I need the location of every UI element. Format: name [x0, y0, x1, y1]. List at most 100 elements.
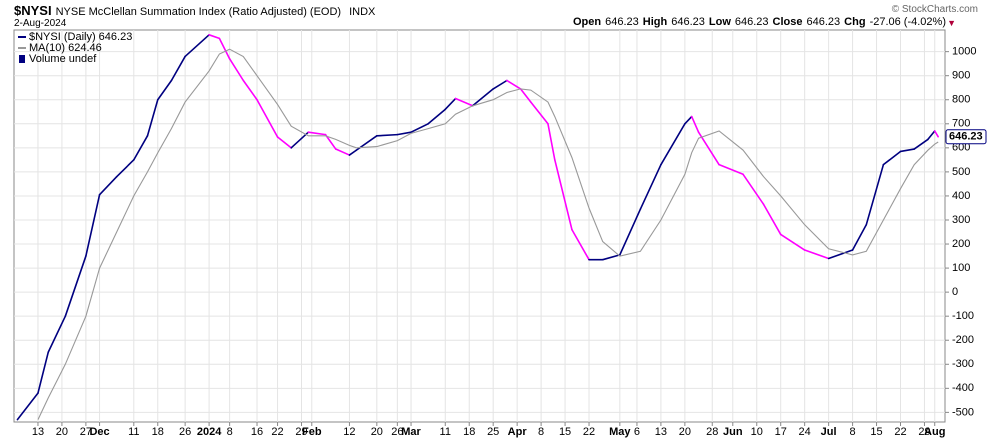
quote-label: Open [573, 16, 602, 28]
x-tick-label: 16 [251, 426, 263, 438]
line-segment [64, 255, 87, 317]
x-tick-label: 29 [918, 426, 930, 438]
y-tick-label: 200 [952, 238, 970, 250]
quote-value: 646.23 [605, 16, 639, 28]
quote-value: 646.23 [806, 16, 841, 28]
y-tick-label: -400 [952, 382, 974, 394]
line-segment [827, 249, 854, 260]
x-tick-label: 18 [152, 426, 164, 438]
line-segment [660, 122, 686, 166]
y-tick-label: 900 [952, 70, 970, 82]
line-segment [454, 97, 474, 107]
line-segment [132, 135, 149, 161]
line-segment [601, 254, 621, 261]
line-segment [146, 98, 159, 137]
line-segment [396, 131, 412, 136]
exchange: INDX [349, 6, 376, 18]
x-tick-label: 26 [391, 426, 403, 438]
x-tick-label: 11 [128, 426, 139, 438]
x-tick-label: Mar [401, 426, 421, 438]
line-segment [85, 193, 101, 257]
last-value-label: 646.23 [949, 131, 983, 143]
line-segment [444, 97, 457, 111]
line-segment [865, 163, 885, 226]
line-segment [242, 79, 258, 101]
y-tick-label: 600 [952, 142, 970, 154]
plot-area [13, 29, 946, 423]
quote-label: Close [772, 16, 803, 28]
index-name: NYSE McClellan Summation Index (Ratio Ad… [55, 6, 342, 18]
y-tick-label: 800 [952, 94, 970, 106]
x-tick-label: 6 [634, 426, 640, 438]
line-segment [115, 159, 135, 178]
x-tick-label: Jul [821, 426, 837, 438]
x-tick-label: 11 [440, 426, 451, 438]
line-segment [803, 249, 830, 260]
line-segment [218, 37, 231, 60]
line-segment [519, 88, 532, 103]
line-segment [170, 55, 186, 82]
line-segment [410, 122, 429, 134]
line-segment [619, 208, 642, 256]
x-tick-label: 24 [799, 426, 811, 438]
line-segment [307, 131, 327, 136]
line-segment [639, 163, 662, 210]
x-tick-label: 26 [179, 426, 191, 438]
line-segment [927, 130, 936, 141]
x-tick-label: 8 [538, 426, 544, 438]
line-segment [742, 173, 765, 206]
quote-value: -27.06 (-4.02%) [869, 16, 946, 28]
line-segment [492, 79, 508, 90]
date-row: 2-Aug-2024 [14, 18, 66, 29]
x-tick-label: 13 [655, 426, 667, 438]
y-tick-label: 300 [952, 214, 970, 226]
line-segment [208, 34, 221, 40]
line-segment [156, 79, 173, 101]
x-tick-label: Jun [723, 426, 743, 438]
x-tick-label: 25 [487, 426, 499, 438]
x-tick-label: Aug [924, 426, 945, 438]
title-row: $NYSI NYSE McClellan Summation Index (Ra… [14, 3, 375, 18]
last-value-box [945, 129, 987, 145]
quote-row: Open 646.23 High 646.23 Low 646.23 Close 646.23… [573, 16, 946, 28]
x-tick-label: 20 [56, 426, 68, 438]
line-segment [348, 149, 358, 156]
line-segment [376, 133, 399, 137]
y-tick-label: 700 [952, 118, 970, 130]
symbol: $NYSI [14, 3, 52, 18]
y-tick-label: -200 [952, 334, 974, 346]
x-tick-label: 13 [32, 426, 44, 438]
x-tick-label: May [609, 426, 631, 438]
line-segment [530, 101, 549, 125]
y-tick-label: 500 [952, 166, 970, 178]
x-tick-label: 2024 [197, 426, 222, 438]
x-tick-label: Feb [302, 426, 322, 438]
line-segment [697, 131, 720, 166]
x-tick-label: 20 [371, 426, 383, 438]
quote-value: 646.23 [734, 16, 769, 28]
y-tick-label: 1000 [952, 46, 976, 58]
line-segment [684, 115, 693, 125]
line-segment [718, 163, 744, 176]
line-segment [554, 159, 573, 231]
legend-swatch [19, 55, 25, 63]
line-segment [47, 315, 67, 354]
down-arrow: ▼ [947, 18, 956, 28]
line-segment [933, 130, 939, 138]
x-tick-label: 27 [80, 426, 92, 438]
line-segment [37, 351, 50, 394]
line-segment [571, 228, 590, 261]
line-segment [276, 136, 293, 149]
line-segment [427, 108, 447, 125]
legend-label: MA(10) 624.46 [29, 42, 102, 54]
line-segment [184, 34, 210, 58]
legend-label: $NYSI (Daily) 646.23 [29, 31, 132, 43]
line-segment [256, 98, 279, 138]
quote-label: Chg [844, 16, 866, 28]
x-tick-label: 10 [751, 426, 763, 438]
line-segment [762, 203, 782, 236]
x-tick-label: 22 [583, 426, 595, 438]
x-tick-label: 8 [850, 426, 856, 438]
